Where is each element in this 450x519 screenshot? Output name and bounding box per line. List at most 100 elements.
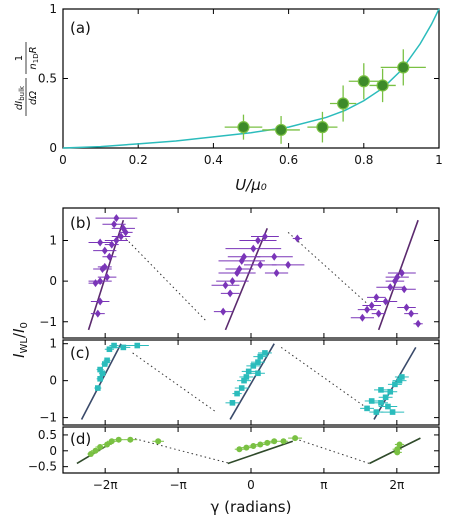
data-point xyxy=(236,446,243,453)
panel-d-label: (d) xyxy=(70,430,91,448)
x-tick-label: 0 xyxy=(59,153,67,167)
panel-a-x-axis-label: U/μ₀ xyxy=(235,176,267,194)
data-point xyxy=(108,438,115,445)
data-point xyxy=(92,279,99,288)
data-point xyxy=(97,376,103,382)
data-point xyxy=(364,405,370,412)
data-point xyxy=(236,264,243,273)
data-point xyxy=(111,342,117,349)
panel-c-ticks: −1 0 1 xyxy=(39,337,439,425)
data-point xyxy=(113,236,120,245)
data-point xyxy=(357,75,370,88)
data-point xyxy=(241,377,247,384)
data-point xyxy=(113,214,120,223)
panel-b-points xyxy=(88,214,423,328)
data-point xyxy=(257,260,264,269)
y-tick-label: 1 xyxy=(49,234,57,248)
data-point xyxy=(385,403,391,410)
x-tick-label: 0.8 xyxy=(354,153,373,167)
x-tick-label: π xyxy=(320,478,327,492)
x-tick-label: 0.4 xyxy=(204,153,223,167)
data-point xyxy=(97,277,104,286)
data-point xyxy=(104,273,111,282)
panel-b-label: (b) xyxy=(70,214,91,232)
data-point xyxy=(250,363,257,369)
data-point xyxy=(375,309,382,318)
data-point xyxy=(243,444,250,451)
data-point xyxy=(220,307,227,316)
dotted-guide xyxy=(134,438,231,464)
data-point xyxy=(99,370,106,377)
panel-a: 0 0.2 0.4 0.6 0.8 1 0 0.5 1 (a) U/μ₀ dIbulk dΩ 1… xyxy=(14,2,443,194)
data-point xyxy=(111,220,118,229)
panel-d-points xyxy=(87,435,405,457)
data-point xyxy=(257,353,264,360)
panel-c-points xyxy=(94,342,409,415)
data-point xyxy=(229,277,236,286)
y-tick-label: −1 xyxy=(39,315,57,329)
data-point xyxy=(254,236,261,245)
y-tick-label: −1 xyxy=(39,411,57,425)
panel-a-points xyxy=(224,49,426,144)
data-point xyxy=(106,252,113,261)
data-point xyxy=(392,381,398,388)
data-point xyxy=(280,438,287,445)
data-point xyxy=(359,313,366,322)
ylabel-frac1-num: dI xyxy=(14,101,25,110)
x-tick-label: 0.2 xyxy=(129,153,148,167)
shared-y-axis-label: IWL/I0 xyxy=(10,322,30,358)
data-point xyxy=(364,305,371,314)
data-point xyxy=(127,436,134,443)
panel-a-ticks: 0 0.2 0.4 0.6 0.8 1 0 0.5 1 xyxy=(38,2,443,167)
ylabel-frac1-den: dΩ xyxy=(28,91,39,105)
data-point xyxy=(101,246,108,255)
data-point xyxy=(378,387,384,393)
panel-d-frame xyxy=(62,426,440,474)
data-point xyxy=(398,269,405,277)
data-point xyxy=(294,234,301,243)
data-point xyxy=(92,447,99,454)
data-point xyxy=(118,232,125,241)
data-point xyxy=(394,446,401,453)
data-point xyxy=(237,121,250,134)
data-point xyxy=(337,97,350,110)
data-point xyxy=(387,283,394,292)
data-point xyxy=(399,374,405,380)
svg-text:n1DR: n1DR xyxy=(28,46,40,69)
dotted-guide xyxy=(287,232,368,304)
y-tick-label: 0 xyxy=(49,444,57,458)
y-tick-label: 1 xyxy=(49,337,57,351)
panel-d-ticks: −2π −π 0 π 2π −0.5 0 0.5 xyxy=(28,427,439,492)
y-tick-label: −0.5 xyxy=(28,460,57,474)
data-point xyxy=(234,390,240,397)
data-point xyxy=(97,297,104,306)
data-point xyxy=(101,262,108,271)
data-point xyxy=(101,361,108,367)
data-point xyxy=(396,377,403,384)
panel-a-fit-curve xyxy=(62,8,440,149)
data-point xyxy=(250,244,257,253)
data-point xyxy=(257,441,264,448)
data-point xyxy=(243,374,250,380)
data-point xyxy=(241,252,248,261)
y-tick-label: 1 xyxy=(49,2,57,16)
data-point xyxy=(255,359,261,365)
data-point xyxy=(274,123,288,137)
x-tick-label: 0.6 xyxy=(279,153,298,167)
dotted-guide xyxy=(280,346,366,407)
data-point xyxy=(261,232,268,241)
data-point xyxy=(401,285,408,294)
data-point xyxy=(95,385,101,391)
data-point xyxy=(273,269,280,277)
x-tick-label: 2π xyxy=(389,478,404,492)
data-point xyxy=(120,344,127,351)
svg-text:dIbulk: dIbulk xyxy=(14,85,26,110)
data-point xyxy=(262,350,268,356)
data-point xyxy=(229,400,236,406)
data-point xyxy=(87,450,94,457)
data-point xyxy=(97,443,104,450)
ylabel-frac2-num: 1 xyxy=(14,55,25,61)
data-point xyxy=(97,366,103,373)
ylabel-frac2-den: n xyxy=(28,63,39,69)
data-point xyxy=(382,297,389,306)
